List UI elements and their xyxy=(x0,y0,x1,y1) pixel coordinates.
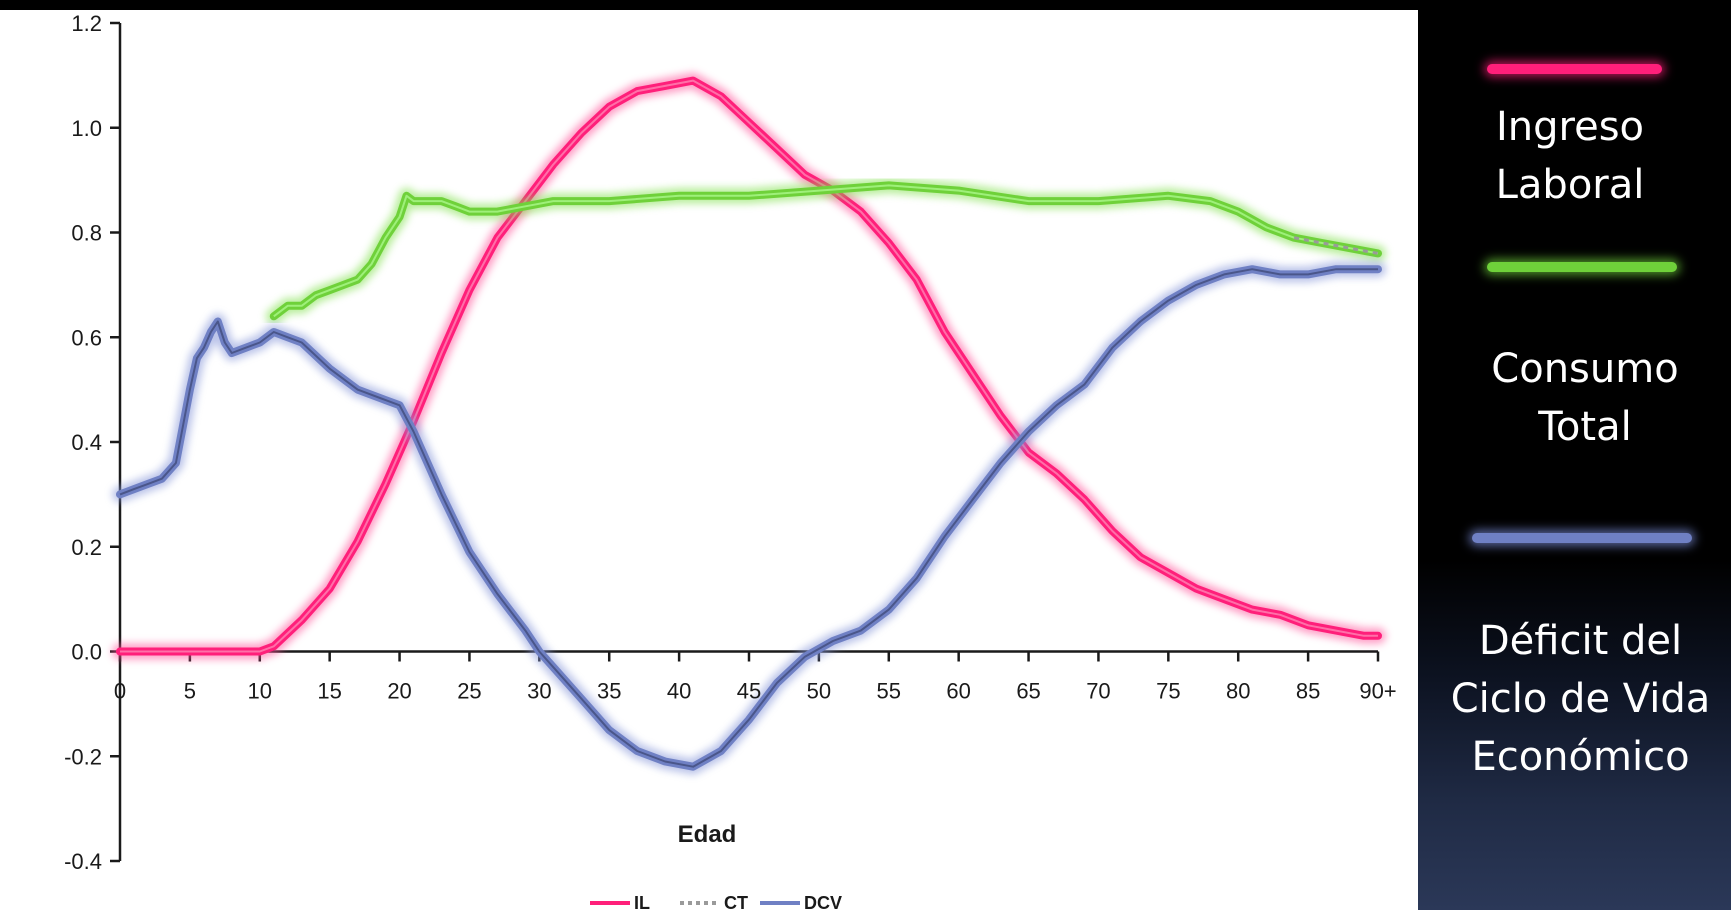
legend-label-ct: CT xyxy=(724,893,748,910)
y-tick-label: 1.0 xyxy=(71,116,102,141)
x-tick-label: 90+ xyxy=(1359,679,1396,704)
x-tick-label: 45 xyxy=(737,679,761,704)
y-tick-label: 1.2 xyxy=(71,11,102,36)
series-core xyxy=(273,184,1379,318)
series-dcv xyxy=(112,261,1386,775)
x-tick-label: 0 xyxy=(114,679,126,704)
series-line xyxy=(269,181,1382,321)
y-tick-label: 0.4 xyxy=(71,430,102,455)
legend-label-dcv: DCV xyxy=(804,893,842,910)
series-core xyxy=(119,268,1378,768)
x-tick-label: 10 xyxy=(248,679,272,704)
side-legend-swatch-dcv xyxy=(1472,533,1692,543)
side-legend-swatch-ct xyxy=(1487,262,1677,272)
series-ct xyxy=(265,177,1386,325)
x-tick-label: 70 xyxy=(1086,679,1110,704)
y-tick-label: 0.8 xyxy=(71,221,102,246)
x-tick-label: 25 xyxy=(457,679,481,704)
x-tick-label: 65 xyxy=(1016,679,1040,704)
chart-panel: 1.2 1.0 0.8 0.6 0.4 0.2 0.0 -0.2 -0.4 0 5 10 15 20 25 3… xyxy=(0,10,1418,910)
x-tick-label: 15 xyxy=(317,679,341,704)
legend-label-il: IL xyxy=(634,893,650,910)
y-tick-label: 0.2 xyxy=(71,535,102,560)
bottom-legend: IL CT DCV xyxy=(590,893,842,910)
series-il xyxy=(112,72,1386,660)
x-tick-label: 85 xyxy=(1296,679,1320,704)
series-glow xyxy=(112,72,1386,660)
y-tick-label: -0.4 xyxy=(64,849,102,874)
x-tick-label: 40 xyxy=(667,679,691,704)
side-legend-swatch-il xyxy=(1487,64,1662,74)
side-legend-label-ct: Consumo Total xyxy=(1491,346,1679,450)
x-tick-label: 60 xyxy=(946,679,970,704)
x-tick-label: 30 xyxy=(527,679,551,704)
y-tick-label: 0.0 xyxy=(71,640,102,665)
side-legend-label-dcv: Déficit del Ciclo de Vida Económico xyxy=(1450,618,1711,780)
series-core xyxy=(120,79,1378,653)
side-legend-label-il: Ingreso Laboral xyxy=(1495,104,1645,208)
life-cycle-chart: 1.2 1.0 0.8 0.6 0.4 0.2 0.0 -0.2 -0.4 0 5 10 15 20 25 3… xyxy=(64,11,1397,910)
series-ct-tail xyxy=(1293,236,1379,255)
x-tick-label: 55 xyxy=(877,679,901,704)
x-tick-label: 50 xyxy=(807,679,831,704)
series-line xyxy=(116,76,1382,656)
y-tick-label: 0.6 xyxy=(71,325,102,350)
x-tick-label: 20 xyxy=(387,679,411,704)
y-tick-label: -0.2 xyxy=(64,744,102,769)
x-tick-label: 35 xyxy=(597,679,621,704)
x-tick-label: 75 xyxy=(1156,679,1180,704)
slide-top-bar xyxy=(0,0,1731,10)
x-tick-label: 5 xyxy=(184,679,196,704)
x-tick-label: 80 xyxy=(1226,679,1250,704)
x-axis-title: Edad xyxy=(678,821,737,848)
